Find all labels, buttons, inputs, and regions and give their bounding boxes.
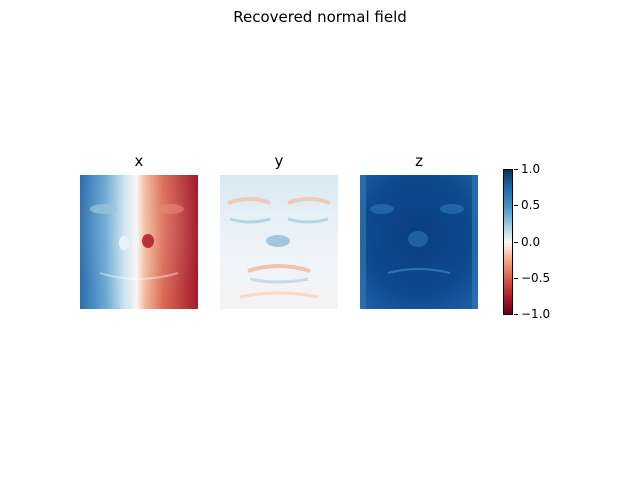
colorbar-tick [514, 242, 518, 243]
heatmap-x-image [80, 175, 198, 309]
colorbar-tick-label: −0.5 [521, 271, 551, 285]
colorbar-tick [514, 205, 518, 206]
panel-title-y: y [274, 152, 284, 170]
heatmap-panel-x [80, 175, 198, 309]
heatmap-z-image [360, 175, 478, 309]
colorbar-gradient [504, 170, 512, 314]
figure-title: Recovered normal field [233, 8, 407, 26]
colorbar [503, 169, 513, 315]
heatmap-panel-z [360, 175, 478, 309]
colorbar-tick-label: 0.0 [521, 235, 541, 249]
colorbar-tick [514, 314, 518, 315]
colorbar-tick-label: 0.5 [521, 198, 541, 212]
heatmap-panel-y [220, 175, 338, 309]
colorbar-tick-label: 1.0 [521, 162, 541, 176]
colorbar-tick [514, 278, 518, 279]
heatmap-y-image [220, 175, 338, 309]
panel-title-x: x [134, 152, 144, 170]
colorbar-tick [514, 169, 518, 170]
panel-title-z: z [415, 152, 423, 170]
colorbar-tick-label: −1.0 [521, 307, 551, 321]
